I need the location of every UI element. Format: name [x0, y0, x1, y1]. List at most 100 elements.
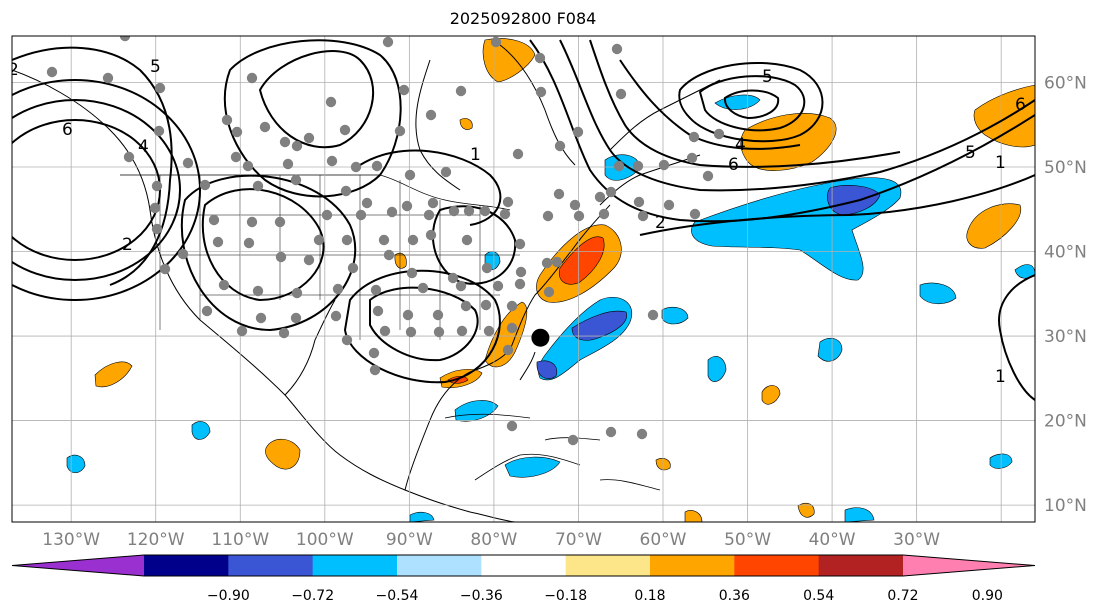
grey-point-marker: [259, 121, 271, 133]
colorbar-segment: [481, 555, 567, 576]
grey-point-marker: [663, 199, 675, 211]
negative-anomaly-region: [827, 185, 881, 216]
grey-point-marker: [512, 148, 524, 160]
grey-point-marker: [425, 229, 437, 241]
positive-anomaly-region: [459, 118, 473, 130]
grey-point-marker: [230, 151, 242, 163]
grey-point-marker: [149, 202, 161, 214]
negative-anomaly-region: [661, 306, 689, 325]
grey-point-marker: [303, 132, 315, 144]
latitude-tick-label: 50°N: [1044, 158, 1087, 178]
map-frame: [11, 35, 1036, 523]
contour-label: 1: [995, 367, 1006, 387]
contour-labels: 2 5 6 4 2 1 5 4 6 5 6 2 1 1: [12, 57, 1026, 387]
grey-point-marker: [355, 209, 367, 221]
grey-point-marker: [218, 279, 230, 291]
grey-point-marker: [535, 86, 547, 98]
grey-point-marker: [290, 174, 302, 186]
contour-label: 4: [735, 135, 746, 155]
grey-point-marker: [371, 160, 383, 172]
grey-point-marker: [506, 420, 518, 432]
grey-point-marker: [368, 347, 380, 359]
positive-anomaly-region: [265, 438, 301, 470]
contour-label: 6: [1015, 95, 1026, 115]
longitude-tick-label: 130°W: [42, 530, 100, 550]
grey-point-marker: [326, 155, 338, 167]
grey-point-marker: [291, 140, 303, 152]
negative-anomaly-region: [454, 400, 499, 422]
contour-label: 5: [150, 57, 161, 77]
contour-label: 2: [655, 213, 666, 233]
grey-point-marker: [255, 312, 267, 324]
grey-point-marker: [499, 208, 511, 220]
grey-point-marker: [252, 285, 264, 297]
grey-point-marker: [275, 251, 287, 263]
negative-anomaly-region: [536, 360, 558, 379]
colorbar: [11, 554, 1036, 577]
grey-point-marker: [542, 210, 554, 222]
grey-point-marker: [433, 326, 445, 338]
longitude-tick-label: 60°W: [640, 530, 687, 550]
grey-point-marker: [321, 209, 333, 221]
grey-point-marker: [633, 196, 645, 208]
grey-point-marker: [615, 88, 627, 100]
colorbar-segment: [397, 555, 482, 576]
grey-point-marker: [514, 238, 526, 250]
grey-point-marker: [425, 109, 437, 121]
grey-point-marker: [282, 158, 294, 170]
grey-point-marker: [481, 262, 493, 274]
grey-point-marker: [573, 210, 585, 222]
contour-label: 2: [122, 235, 133, 255]
grey-point-marker: [46, 66, 58, 78]
positive-anomaly-region: [797, 502, 815, 518]
grey-point-marker: [303, 254, 315, 266]
grey-points: [46, 36, 725, 446]
grey-point-marker: [379, 325, 391, 337]
colorbar-segment: [818, 555, 904, 576]
grey-point-marker: [713, 128, 725, 140]
grey-point-marker: [123, 151, 135, 163]
longitude-tick-label: 50°W: [724, 530, 771, 550]
grey-point-marker: [401, 200, 413, 212]
grey-point-marker: [611, 43, 623, 55]
longitude-tick-label: 120°W: [127, 530, 185, 550]
grey-point-marker: [461, 234, 473, 246]
contour-label: 5: [762, 67, 773, 87]
negative-anomaly-region: [504, 456, 561, 478]
grey-point-marker: [341, 234, 353, 246]
grey-point-marker: [605, 426, 617, 438]
map-panel: 2 5 6 4 2 1 5 4 6 5 6 2 1 1: [12, 36, 1035, 522]
colorbar-labels: −0.90 −0.72 −0.54 −0.36 −0.18 0.18 0.36 0.54 0.7…: [207, 588, 1003, 604]
grey-point-marker: [154, 82, 166, 94]
grey-point-marker: [455, 85, 467, 97]
grey-point-marker: [242, 160, 254, 172]
grey-point-marker: [332, 283, 344, 295]
colorbar-tick-label: −0.54: [376, 588, 419, 604]
grey-point-marker: [182, 157, 194, 169]
grey-point-marker: [394, 125, 406, 137]
positive-anomaly-region: [482, 38, 536, 83]
colorbar-extend-low: [12, 555, 144, 576]
negative-anomaly-region: [191, 421, 211, 440]
negative-anomaly-region: [817, 337, 843, 362]
colorbar-extend-high: [903, 555, 1035, 576]
grey-point-marker: [551, 256, 563, 268]
grey-point-marker: [153, 125, 165, 137]
grey-point-marker: [378, 234, 390, 246]
grey-point-marker: [350, 161, 362, 173]
grey-point-marker: [370, 284, 382, 296]
colorbar-tick-label: 0.18: [634, 588, 665, 604]
grey-point-marker: [594, 191, 606, 203]
negative-anomaly-region: [844, 507, 875, 522]
grey-point-marker: [151, 180, 163, 192]
colorbar-tick-label: 0.90: [972, 588, 1003, 604]
colorbar-tick-label: −0.36: [460, 588, 503, 604]
grey-point-marker: [212, 236, 224, 248]
grey-point-marker: [515, 266, 527, 278]
grey-point-marker: [686, 152, 698, 164]
grey-point-marker: [647, 309, 659, 321]
grey-point-marker: [201, 305, 213, 317]
contour-label: 1: [470, 145, 481, 165]
longitude-tick-label: 100°W: [296, 530, 354, 550]
